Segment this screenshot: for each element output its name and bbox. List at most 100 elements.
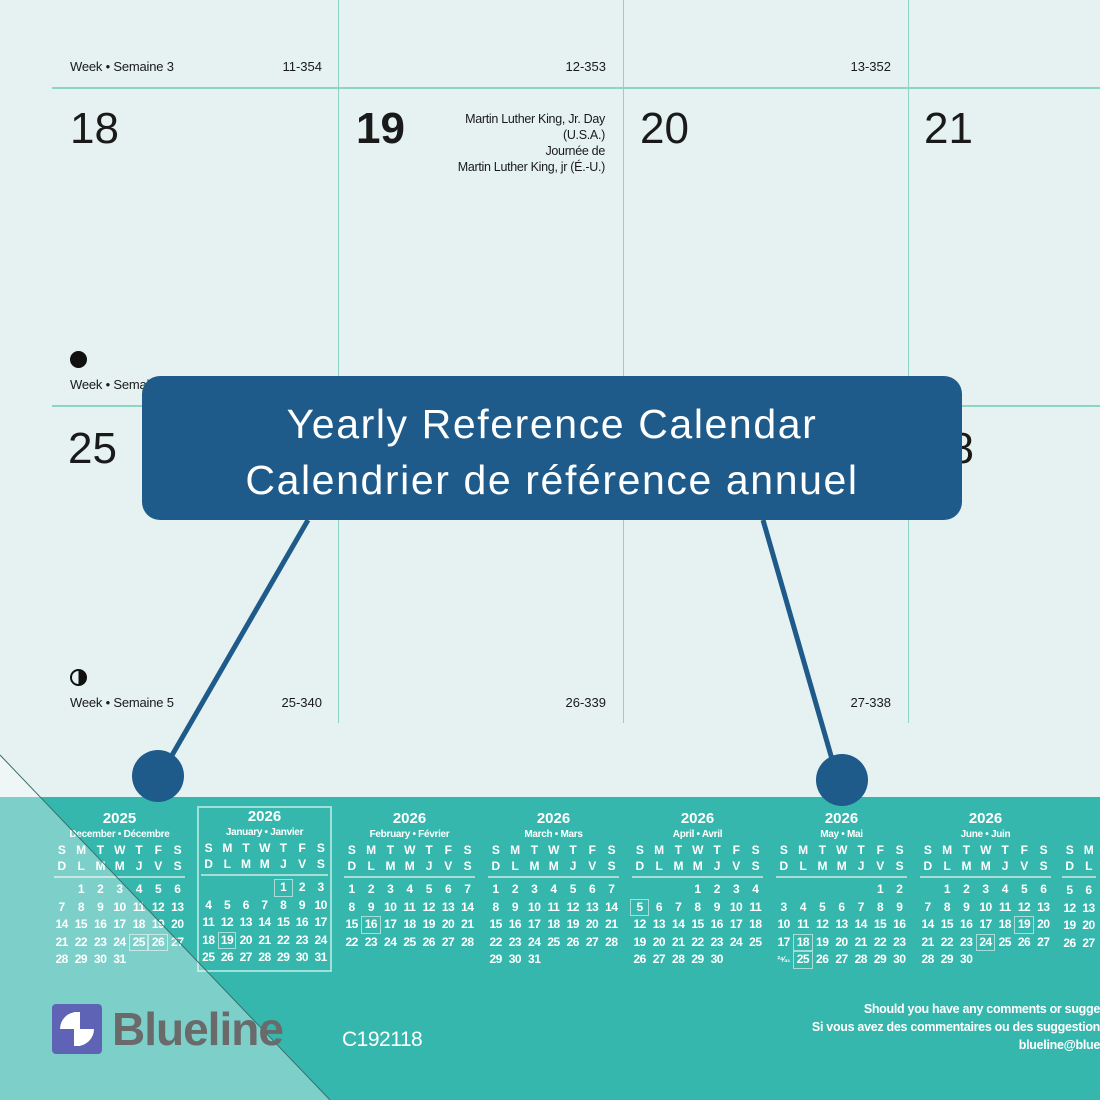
day-number[interactable]: 18 [70,104,119,153]
mini-day: 20 [585,917,599,931]
mini-day: 5 [569,882,577,896]
mini-day: 25 [129,933,149,951]
weekday-letter: V [298,857,306,871]
mini-day: 27 [835,952,848,966]
weekday-letter: S [316,841,325,855]
week-row: 22 23 24 25 26 27 28 [342,934,477,952]
reference-calendar-band [0,797,1100,1100]
mini-day: 23 [893,934,906,949]
day-number[interactable]: 20 [640,104,689,153]
mini-day: 23 [508,934,522,949]
header-rule [201,874,328,876]
weekday-letter: S [491,843,500,857]
mini-day: 15 [345,917,358,931]
weekday-letter: T [425,843,433,857]
first-quarter-moon-icon [70,669,87,686]
mini-day: 17 [979,917,992,931]
weekday-letter: S [751,859,760,873]
header-rule [54,876,185,878]
mini-day: 21 [52,934,71,952]
mini-day: 9 [91,899,110,917]
mini-day: 13 [1037,899,1050,914]
mini-day: ²⁴⁄₃₁ [777,955,790,964]
weekday-letter: M [259,857,270,871]
day-number[interactable]: 19 [356,104,405,153]
weekday-letter: S [607,859,616,873]
mini-day: 17 [777,934,790,949]
weekday-letter: T [242,841,250,855]
mini-day: 25 [793,951,813,969]
weekday-letter: L [799,859,807,873]
weekday-letter: T [569,843,577,857]
mini-day: 25 [202,950,215,964]
mini-day: 13 [171,899,184,914]
weekday-letter: M [114,859,125,873]
weekday-letter: J [280,857,287,871]
contact-email[interactable]: blueline@blue [1018,1038,1100,1052]
mini-day: 4 [752,882,759,896]
week-label: Week • Semaine 5 [70,695,174,710]
mini-day: 16 [893,917,906,931]
week-label: Week • Semaine 3 [70,59,174,74]
day-number[interactable]: 21 [924,104,973,153]
mini-day: 12 [1017,899,1031,914]
mini-day: 14 [52,916,71,934]
weekday-letter: D [923,859,933,873]
weekday-letter: T [135,843,143,857]
mini-day: 22 [489,934,502,949]
mini-day: 28 [605,934,618,949]
weekday-letter: M [222,841,232,855]
mini-day: 8 [694,899,701,914]
week-row: 28 29 30 [918,951,1053,969]
mini-day: 31 [314,950,327,964]
contact-info: Should you have any comments or sugge Si… [812,1000,1100,1054]
weekday-letter: M [548,859,559,873]
weekday-letter: S [1039,843,1048,857]
mini-day: 26 [1017,934,1031,949]
weekday-letter: D [779,859,789,873]
weekday-letter: T [674,843,682,857]
mini-day: 2 [91,881,110,899]
mini-day: 19 [633,934,646,949]
mini-day: 19 [566,917,580,931]
day-number[interactable]: 25 [68,424,117,473]
mini-day: 4 [135,882,143,896]
mini-day: 1 [876,882,884,896]
mini-day: 29 [71,951,90,969]
mini-day: 25 [547,934,560,949]
mini-calendar: 2026 May • Mai S M T W T F S D L M M J V S 1 2 3 4 5 6 7 8 9 10 11… [774,810,909,969]
mini-calendar-month: January • Janvier [225,827,304,838]
blueline-logo-icon [52,1004,102,1054]
mini-day: 11 [202,915,215,929]
callout-label: Yearly Reference Calendar Calendrier de … [142,376,962,520]
mini-calendar-year: 2026 [680,810,715,827]
weekday-letter: M [980,859,991,873]
header-rule [344,876,475,878]
mini-day: 20 [1082,918,1095,932]
mini-day: 28 [258,950,271,964]
day-code: 26-339 [565,695,606,710]
weekday-letter: S [173,843,182,857]
mini-day: 6 [1040,882,1047,896]
weekday-letter: S [347,843,356,857]
mini-day: 30 [91,951,110,969]
mini-day: 16 [295,915,309,929]
week-row: 12 13 14 15 16 17 18 [630,916,765,934]
mini-day: 2 [963,882,970,896]
mini-day: 10 [729,899,743,914]
mini-day: 27 [652,952,666,966]
mini-day: 12 [151,899,165,914]
mini-day: 19 [217,931,237,949]
mini-day: 2 [896,882,903,896]
mini-day: 6 [655,899,663,914]
mini-day: 13 [835,917,848,931]
mini-day: 12 [1063,900,1076,915]
mini-day: 9 [963,899,970,914]
mini-day: 30 [960,952,973,966]
day-code: 11-354 [282,59,322,74]
